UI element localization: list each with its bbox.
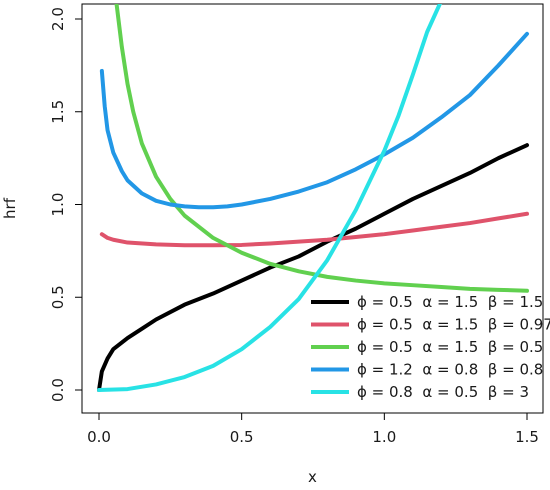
x-tick-label: 0.5: [230, 428, 254, 446]
x-axis-label: x: [308, 468, 317, 486]
y-tick-label: 0.0: [49, 378, 67, 402]
plot-border: [81, 3, 544, 414]
legend-label-2: ϕ = 0.5 α = 1.5 β = 0.97: [357, 316, 550, 334]
x-tick-label: 0.0: [87, 428, 111, 446]
plot-frame: [81, 3, 544, 414]
legend: ϕ = 0.5 α = 1.5 β = 1.5 ϕ = 0.5 α = 1.5 β…: [311, 293, 550, 401]
legend-label-3: ϕ = 0.5 α = 1.5 β = 0.5: [357, 338, 543, 356]
y-axis-label: hrf: [1, 197, 19, 219]
y-tick-label: 1.5: [49, 100, 67, 124]
legend-label-1: ϕ = 0.5 α = 1.5 β = 1.5: [357, 293, 543, 311]
series-layer: [97, 4, 529, 392]
x-tick-label: 1.5: [515, 428, 539, 446]
legend-label-5: ϕ = 0.8 α = 0.5 β = 3: [357, 383, 529, 401]
y-tick-label: 2.0: [49, 7, 67, 31]
y-tick-label: 0.5: [49, 285, 67, 309]
series-line-4: [99, 31, 529, 210]
y-tick-label: 1.0: [49, 193, 67, 217]
x-tick-label: 1.0: [372, 428, 396, 446]
legend-label-4: ϕ = 1.2 α = 0.8 β = 0.8: [357, 361, 543, 379]
series-line-1: [97, 143, 529, 392]
y-axis: 0.0 0.5 1.0 1.5 2.0: [49, 7, 82, 402]
x-axis: 0.0 0.5 1.0 1.5: [87, 413, 539, 446]
series-line-3: [114, 4, 529, 293]
series-line-2: [99, 211, 529, 248]
series-line-5: [97, 4, 442, 392]
